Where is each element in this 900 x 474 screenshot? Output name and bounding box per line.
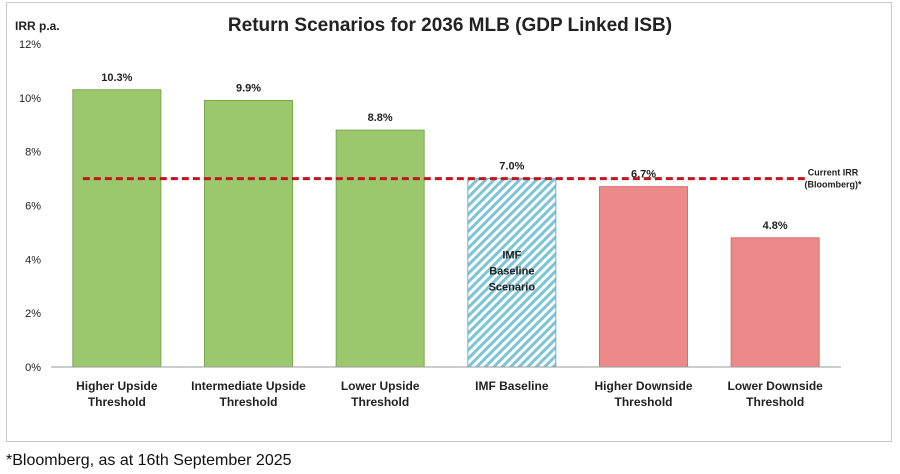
y-tick-label: 6% — [25, 201, 41, 213]
x-tick-label: IMF Baseline — [475, 379, 549, 393]
y-tick-label: 8% — [25, 147, 41, 159]
footnote: *Bloomberg, as at 16th September 2025 — [6, 452, 292, 469]
y-tick-label: 12% — [19, 39, 41, 51]
data-label: 9.9% — [236, 83, 261, 95]
y-tick-label: 4% — [25, 254, 41, 266]
x-tick-label: Higher Upside Threshold — [76, 379, 158, 409]
x-tick-label: Higher Downside Threshold — [594, 379, 692, 409]
y-tick-label: 10% — [19, 93, 41, 105]
data-label: 8.8% — [368, 112, 393, 124]
y-axis-label: IRR p.a. — [15, 19, 60, 33]
bar-4 — [467, 178, 557, 368]
bar-2 — [204, 100, 293, 368]
data-label: 7.0% — [499, 161, 524, 173]
bar-3 — [335, 129, 425, 368]
reference-line-label: Current IRR (Bloomberg)* — [805, 168, 862, 190]
data-label: 4.8% — [763, 220, 788, 232]
bar-1 — [72, 89, 162, 368]
x-tick-label: Lower Downside Threshold — [727, 379, 823, 409]
chart-title: Return Scenarios for 2036 MLB (GDP Linke… — [228, 15, 672, 36]
chart-frame: Return Scenarios for 2036 MLB (GDP Linke… — [6, 2, 892, 442]
bar-5 — [599, 186, 688, 368]
y-tick-label: 0% — [25, 362, 41, 374]
bar-chart: Return Scenarios for 2036 MLB (GDP Linke… — [15, 15, 862, 409]
x-tick-label: Lower Upside Threshold — [341, 379, 420, 409]
bar-annotation: IMF Baseline Scenario — [489, 250, 536, 294]
data-label: 10.3% — [101, 72, 132, 84]
x-tick-label: Intermediate Upside Threshold — [191, 379, 306, 409]
bar-6 — [730, 237, 820, 368]
y-tick-label: 2% — [25, 308, 41, 320]
